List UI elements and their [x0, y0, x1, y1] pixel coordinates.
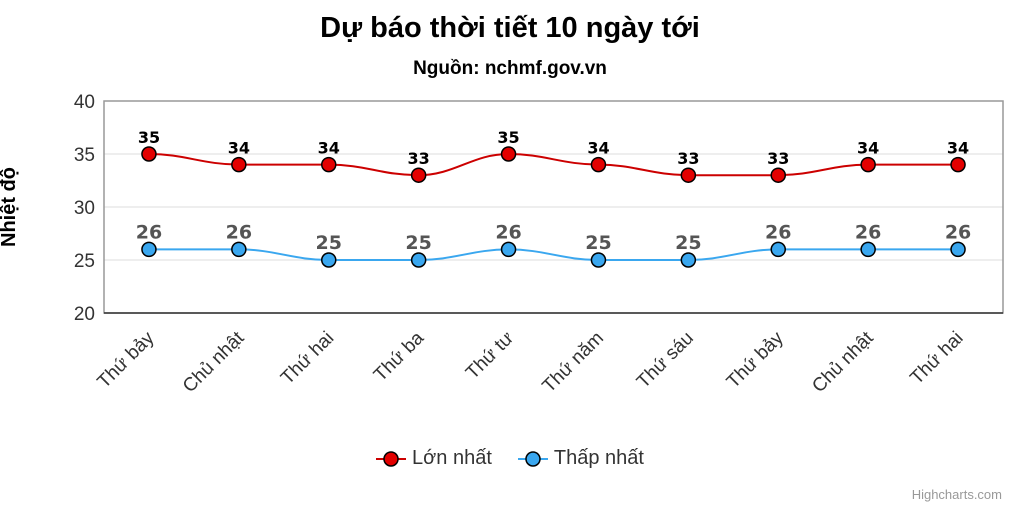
data-point[interactable]	[680, 167, 697, 183]
chart-title: Dự báo thời tiết 10 ngày tới	[320, 12, 700, 44]
data-point[interactable]	[231, 156, 247, 173]
data-label: 26	[855, 221, 881, 243]
data-point[interactable]	[770, 241, 786, 258]
data-label: 35	[497, 128, 519, 147]
data-label: 25	[405, 232, 431, 254]
y-axis-title: Nhiệt độ	[0, 167, 20, 247]
legend-label: Thấp nhất	[553, 447, 644, 469]
data-label: 26	[945, 221, 971, 243]
data-label: 35	[138, 128, 160, 147]
data-point[interactable]	[590, 156, 607, 173]
y-tick-label: 20	[74, 304, 95, 325]
x-tick-label: Chủ nhật	[179, 327, 249, 397]
data-label: 26	[226, 221, 252, 243]
legend-label: Lớn nhất	[412, 447, 492, 469]
data-point[interactable]	[860, 241, 876, 258]
data-point[interactable]	[500, 146, 517, 162]
data-point[interactable]	[950, 241, 966, 258]
data-point[interactable]	[410, 252, 427, 268]
data-point[interactable]	[141, 241, 157, 258]
data-point[interactable]	[500, 241, 517, 258]
series-min: 26 26 25 25 26 25 25 26 26 26	[136, 221, 971, 268]
y-tick-label: 40	[74, 92, 95, 113]
data-label: 34	[857, 139, 879, 158]
legend-item-min[interactable]: Thấp nhất	[517, 447, 644, 470]
data-point[interactable]	[860, 156, 876, 173]
x-tick-label: Thứ bảy	[723, 327, 788, 392]
series-line	[148, 152, 959, 177]
legend: Lớn nhất Thấp nhất	[0, 447, 1020, 470]
data-label: 26	[136, 221, 162, 243]
x-tick-label: Thứ sáu	[633, 328, 698, 393]
x-tick-label: Thứ tư	[462, 327, 518, 383]
y-tick-label: 35	[74, 145, 95, 166]
data-label: 34	[228, 139, 250, 158]
data-label: 25	[316, 232, 342, 254]
y-tick-label: 30	[74, 198, 95, 219]
data-label: 33	[677, 149, 699, 168]
x-tick-label: Thứ ba	[370, 327, 429, 386]
data-label: 33	[408, 149, 430, 168]
legend-marker-icon	[517, 450, 548, 467]
data-point[interactable]	[321, 156, 337, 173]
data-point[interactable]	[770, 167, 786, 183]
chart-subtitle: Nguồn: nchmf.gov.vn	[413, 58, 607, 79]
x-tick-label: Thứ năm	[539, 328, 608, 397]
x-tick-label: Thứ hai	[906, 328, 967, 389]
series-max: 35 34 34 33 35 34 33 33 34 34	[138, 128, 969, 183]
credits-link[interactable]: Highcharts.com	[911, 487, 1002, 502]
data-label: 33	[767, 149, 789, 168]
data-label: 25	[585, 232, 611, 254]
data-point[interactable]	[680, 252, 697, 268]
data-point[interactable]	[141, 146, 157, 162]
series-line	[148, 248, 959, 262]
x-tick-label: Thứ bảy	[94, 327, 159, 392]
data-label: 26	[765, 221, 791, 243]
data-point[interactable]	[410, 167, 427, 183]
data-label: 34	[318, 139, 340, 158]
data-label: 34	[587, 139, 609, 158]
data-point[interactable]	[590, 252, 607, 268]
y-tick-label: 25	[74, 251, 95, 272]
data-label: 25	[675, 232, 701, 254]
x-tick-label: Chủ nhật	[808, 327, 878, 397]
data-point[interactable]	[321, 252, 337, 268]
legend-marker-icon	[376, 450, 407, 467]
data-point[interactable]	[950, 156, 966, 173]
data-label: 26	[495, 221, 521, 243]
x-tick-label: Thứ hai	[277, 328, 338, 389]
data-point[interactable]	[231, 241, 247, 258]
data-label: 34	[947, 139, 969, 158]
legend-item-max[interactable]: Lớn nhất	[376, 447, 492, 470]
